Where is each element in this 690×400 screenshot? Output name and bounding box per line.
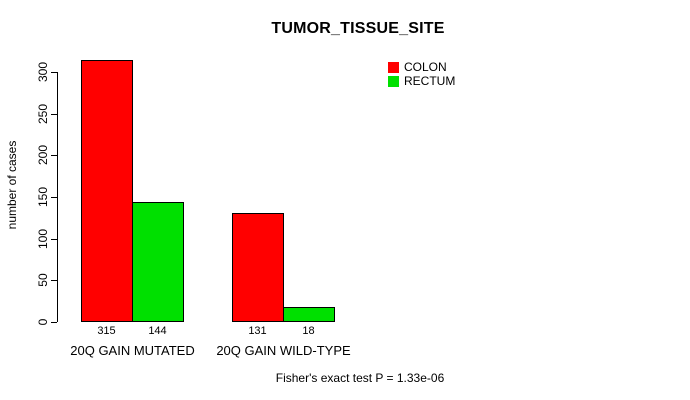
fisher-test-annotation: Fisher's exact test P = 1.33e-06 [275,371,445,385]
category-label: 20Q GAIN MUTATED [70,343,195,358]
chart-title: TUMOR_TISSUE_SITE [271,20,445,37]
y-axis-tick [51,113,57,115]
y-axis-label: number of cases [5,140,19,230]
bar-rectum [283,307,335,322]
legend-swatch-colon [388,62,399,73]
y-axis-tick-label: 50 [36,273,50,288]
bar-colon [81,59,133,322]
y-axis-tick-label: 200 [36,145,50,166]
y-axis-tick-label: 250 [36,103,50,124]
y-axis-tick [51,155,57,157]
bar-rectum [132,202,184,322]
y-axis-tick-label: 0 [36,318,50,326]
legend-item-rectum: RECTUM [388,75,455,88]
y-axis-tick [51,322,57,323]
y-axis-tick [51,197,57,198]
y-axis-tick-label: 300 [36,61,50,83]
legend-label: COLON [404,60,447,74]
bar-value-label: 131 [248,325,267,337]
bar-value-label: 315 [97,325,116,337]
bar-value-label: 18 [302,325,315,337]
bar-value-label: 144 [148,325,167,337]
legend-item-colon: COLON [388,61,455,74]
y-axis-tick [51,238,57,240]
y-axis-tick-label: 100 [36,228,50,249]
y-axis-tick [51,280,57,282]
legend-swatch-rectum [388,76,399,87]
legend: COLON RECTUM [388,61,455,88]
y-axis-tick-label: 150 [36,186,50,208]
y-axis-tick [51,72,57,73]
category-label: 20Q GAIN WILD-TYPE [216,343,351,358]
legend-label: RECTUM [404,74,456,88]
bar-colon [232,212,284,322]
y-axis-line [57,72,58,322]
